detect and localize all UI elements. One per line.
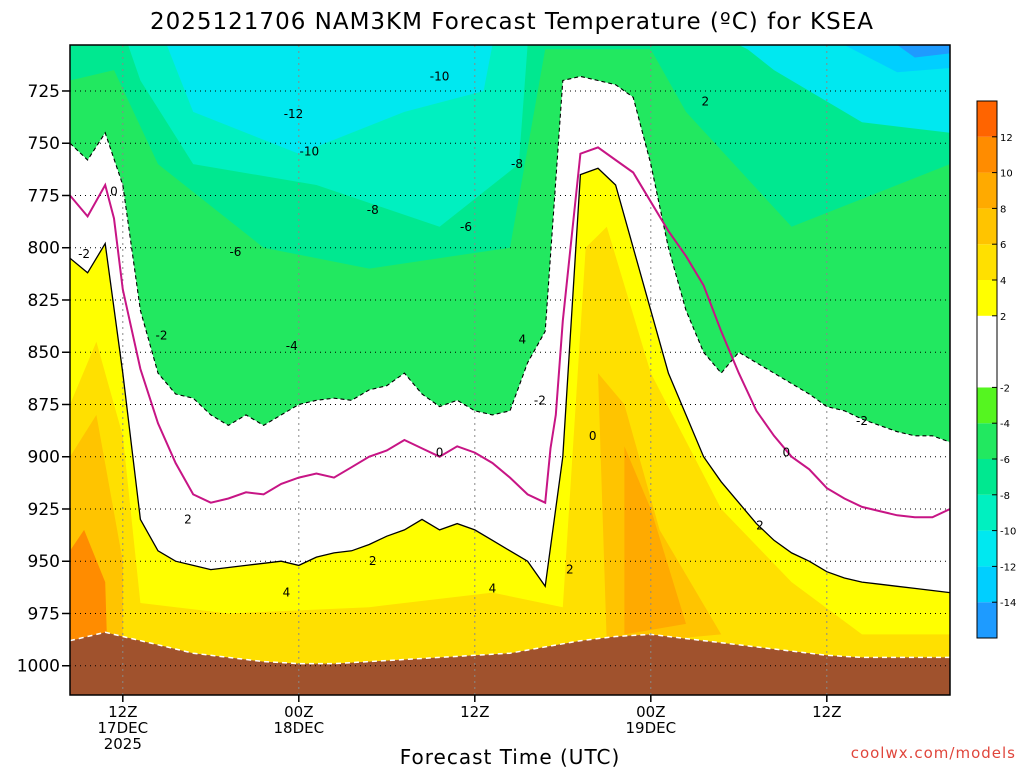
colorbar-tick-label: 10 xyxy=(1000,169,1013,180)
colorbar-tick-label: 8 xyxy=(1000,204,1006,215)
colorbar-tick-label: -2 xyxy=(1000,383,1010,394)
colorbar-segment xyxy=(977,136,997,173)
contour-label: -8 xyxy=(367,203,379,217)
contour-label: -2 xyxy=(156,329,168,343)
chart-title: 2025121706 NAM3KM Forecast Temperature (… xyxy=(150,9,874,35)
y-tick-label: 850 xyxy=(28,343,60,363)
colorbar-tick-label: -12 xyxy=(1000,562,1016,573)
colorbar-tick-label: -10 xyxy=(1000,527,1016,538)
colorbar-tick-label: 4 xyxy=(1000,276,1006,287)
x-axis-title: Forecast Time (UTC) xyxy=(400,745,621,768)
y-tick-label: 950 xyxy=(28,552,60,572)
contour-label: -10 xyxy=(300,145,320,159)
band-near-freezing-fill xyxy=(70,76,950,593)
colorbar-tick-label: -4 xyxy=(1000,419,1010,430)
y-tick-label: 825 xyxy=(28,291,60,311)
contour-label: -10 xyxy=(430,69,450,83)
contour-label: -2 xyxy=(856,414,868,428)
colorbar-segment xyxy=(977,459,997,495)
ground-fill xyxy=(70,632,950,695)
colorbar-tick-label: 2 xyxy=(1000,312,1006,323)
credit-text: coolwx.com/models xyxy=(851,744,1016,762)
contour-label: 0 xyxy=(589,429,597,443)
contour-label: 2 xyxy=(756,519,764,533)
contour-label: -4 xyxy=(286,339,298,353)
colorbar-segment xyxy=(977,530,997,567)
contour-label: -6 xyxy=(229,245,241,259)
contour-label-layer: 0 0 0 0 -2 -2 -2 -2 2 2 2 2 4 4 -4 4 -6 -6 -8 -8 -10 -10 -12 2 xyxy=(78,69,868,599)
contour-label: 4 xyxy=(489,581,497,595)
contour-label: -8 xyxy=(511,157,523,171)
y-tick-label: 875 xyxy=(28,395,60,415)
x-tick-label: 00Z xyxy=(284,703,313,721)
contour-label: 2 xyxy=(566,563,574,577)
contour-label: -6 xyxy=(460,220,472,234)
colorbar-segment xyxy=(977,208,997,245)
colorbar-segment xyxy=(977,494,997,531)
contour-label: 2 xyxy=(702,94,710,108)
colorbar-tick-label: -14 xyxy=(1000,598,1016,609)
x-tick-label: 19DEC xyxy=(626,719,677,737)
x-tick-label: 12Z xyxy=(812,703,841,721)
colorbar-segment xyxy=(977,101,997,137)
contour-line-plus-2 xyxy=(70,167,950,594)
x-tick-label: 12Z xyxy=(460,703,489,721)
colorbar-segment xyxy=(977,423,997,459)
contour-line-minus-2 xyxy=(70,75,950,443)
x-tick-label: 18DEC xyxy=(274,719,325,737)
colorbar-segment xyxy=(977,172,997,209)
contour-label: 0 xyxy=(782,446,790,460)
contour-label: -12 xyxy=(284,107,304,121)
band-minus-14-fill xyxy=(897,45,950,58)
y-tick-label: 725 xyxy=(28,82,60,102)
y-tick-label: 800 xyxy=(28,239,60,259)
colorbar: -14 -12 -10 -8 -6 -4 -2 2 4 6 8 10 12 xyxy=(976,100,1016,639)
colorbar-segment xyxy=(977,280,997,316)
colorbar-tick-label: -8 xyxy=(1000,491,1010,502)
contour-label: 0 xyxy=(436,446,444,460)
colorbar-segment xyxy=(977,602,997,638)
colorbar-segment xyxy=(977,244,997,280)
y-tick-label: 1000 xyxy=(17,657,60,677)
contour-label: 4 xyxy=(283,586,291,600)
colorbar-tick-label: 6 xyxy=(1000,240,1006,251)
contour-label: -2 xyxy=(78,247,90,261)
band-plus-8-fill xyxy=(624,446,686,635)
contour-label: 0 xyxy=(110,184,118,198)
colorbar-tick-label: 12 xyxy=(1000,133,1013,144)
y-tick-label: 750 xyxy=(28,134,60,154)
contour-line-zero xyxy=(70,146,950,519)
contour-label: -2 xyxy=(534,393,546,407)
y-tick-label: 775 xyxy=(28,186,60,206)
ground-surface-line xyxy=(70,631,950,665)
contour-label: 4 xyxy=(518,333,526,347)
colorbar-frame xyxy=(976,100,998,639)
plot-frame xyxy=(69,44,951,696)
x-tick-label: 2025 xyxy=(104,735,142,753)
x-tick-label: 17DEC xyxy=(98,719,149,737)
y-tick-label: 900 xyxy=(28,448,60,468)
y-tick-label: 925 xyxy=(28,500,60,520)
contour-label: 2 xyxy=(369,554,377,568)
contour-label: 2 xyxy=(184,512,192,526)
colorbar-tick-label: -6 xyxy=(1000,455,1010,466)
contour-line-layer xyxy=(70,75,950,594)
band-minus-10-fill xyxy=(166,45,493,154)
y-axis: 725 750 775 800 825 850 875 900 925 950 975 1000 xyxy=(17,82,70,677)
band-plus-4-fill xyxy=(70,226,950,695)
x-tick-label: 00Z xyxy=(636,703,665,721)
colorbar-segment xyxy=(977,315,997,388)
x-tick-label: 12Z xyxy=(108,703,137,721)
colorbar-segment xyxy=(977,387,997,424)
y-tick-label: 975 xyxy=(28,604,60,624)
colorbar-segment xyxy=(977,566,997,603)
